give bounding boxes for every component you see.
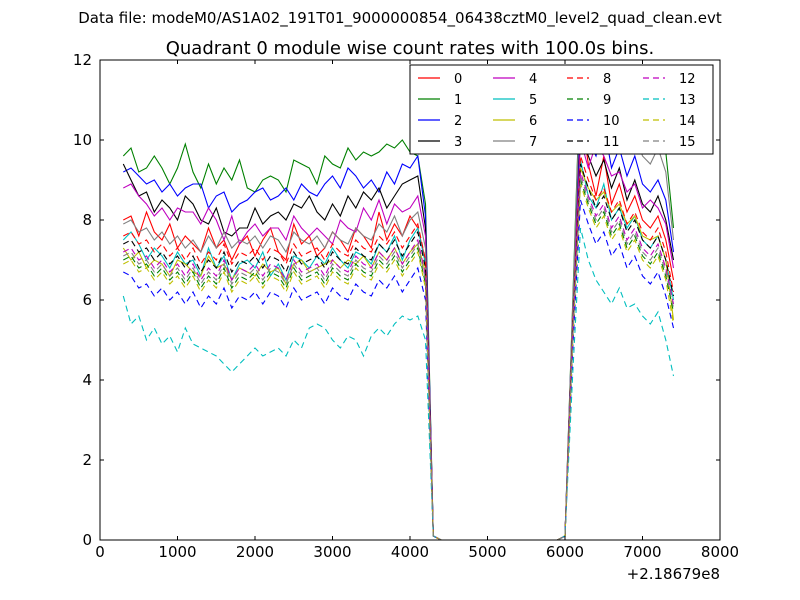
series-line-2: [123, 119, 675, 541]
y-tick-label: 8: [82, 211, 92, 229]
legend-label: 8: [603, 72, 611, 87]
legend-label: 5: [529, 93, 537, 108]
x-offset-label: +2.18679e8: [627, 565, 720, 583]
legend-label: 15: [679, 135, 696, 150]
legend-item-15: 15: [643, 135, 696, 150]
x-tick-label: 7000: [623, 543, 661, 561]
series-layer: [122, 67, 675, 541]
series-line-15: [123, 175, 675, 541]
legend-item-1: 1: [418, 93, 462, 108]
series-line-6: [122, 167, 675, 541]
y-tick-label: 6: [82, 291, 92, 309]
series-line-10: [123, 199, 675, 541]
legend-item-2: 2: [418, 114, 462, 129]
legend-label: 14: [679, 114, 696, 129]
legend-label: 13: [679, 93, 696, 108]
legend-label: 4: [529, 72, 537, 87]
legend-item-12: 12: [643, 72, 696, 87]
y-tick-label: 4: [82, 371, 92, 389]
legend-label: 6: [529, 114, 537, 129]
legend-item-10: 10: [567, 114, 620, 129]
x-tick-label: 3000: [313, 543, 351, 561]
legend-item-8: 8: [567, 72, 611, 87]
series-line-9: [123, 179, 675, 541]
y-tick-label: 0: [82, 531, 92, 549]
legend-item-9: 9: [567, 93, 611, 108]
chart-suptitle: Data file: modeM0/AS1A02_191T01_90000008…: [78, 9, 722, 28]
legend-item-5: 5: [493, 93, 537, 108]
plot-area: 0 1000 2000 3000 4000 5000 6000 7000 80000246810…: [73, 51, 739, 561]
x-tick-label: 5000: [468, 543, 506, 561]
legend-label: 7: [529, 135, 537, 150]
legend-item-3: 3: [418, 135, 462, 150]
legend-label: 9: [603, 93, 611, 108]
x-tick-label: 4000: [391, 543, 429, 561]
chart-title: Quadrant 0 module wise count rates with …: [166, 38, 655, 59]
series-line-14: [123, 183, 675, 541]
legend-item-7: 7: [493, 135, 537, 150]
series-line-13: [122, 227, 675, 541]
x-tick-label: 1000: [158, 543, 196, 561]
legend-item-6: 6: [493, 114, 537, 129]
series-line-8: [123, 155, 675, 541]
legend-label: 3: [454, 135, 462, 150]
y-tick-label: 10: [73, 131, 92, 149]
y-tick-label: 2: [82, 451, 92, 469]
series-line-3: [122, 131, 675, 541]
legend-label: 11: [603, 135, 620, 150]
legend-item-14: 14: [643, 114, 696, 129]
legend-label: 1: [454, 93, 462, 108]
legend-item-11: 11: [567, 135, 620, 150]
legend-label: 12: [679, 72, 696, 87]
series-line-12: [123, 171, 675, 541]
legend-frame: [409, 64, 714, 155]
legend-label: 0: [454, 72, 462, 87]
ticks-layer: 0 1000 2000 3000 4000 5000 6000 7000 80000246810…: [73, 51, 739, 561]
legend-label: 2: [454, 114, 462, 129]
series-line-11: [123, 163, 675, 541]
legend-item-0: 0: [418, 72, 462, 87]
legend-item-4: 4: [493, 72, 537, 87]
y-tick-label: 12: [73, 51, 92, 69]
x-tick-label: 2000: [236, 543, 274, 561]
x-tick-label: 8000: [701, 543, 739, 561]
x-tick-label: 0: [95, 543, 105, 561]
legend-label: 10: [603, 114, 620, 129]
x-tick-label: 6000: [546, 543, 584, 561]
legend-item-13: 13: [643, 93, 696, 108]
